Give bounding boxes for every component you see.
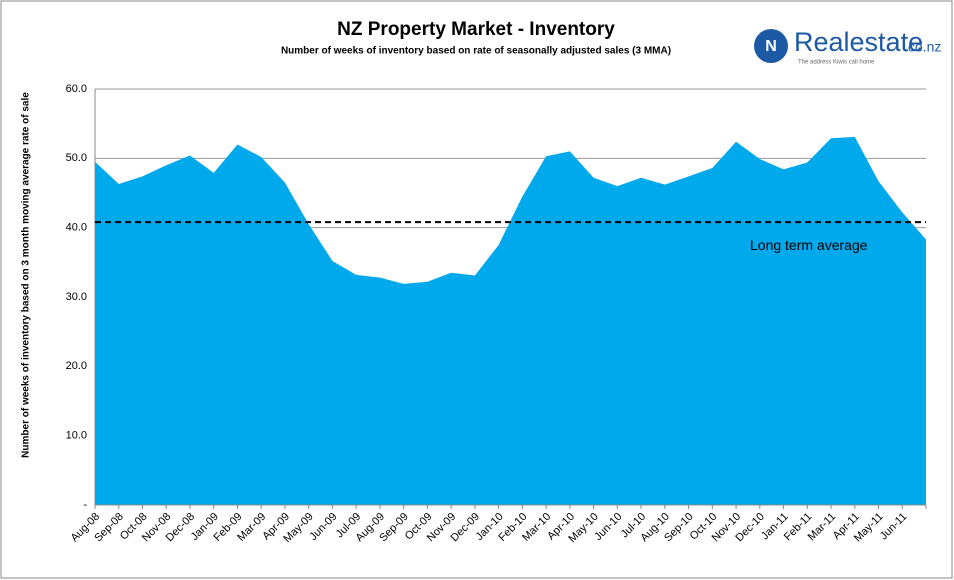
- y-tick-label: -: [83, 499, 87, 511]
- y-tick-label: 60.0: [66, 83, 87, 95]
- y-tick-label: 40.0: [66, 222, 87, 234]
- chart-title: NZ Property Market - Inventory: [337, 19, 615, 40]
- logo-tagline: The address Kiwis call home: [798, 60, 875, 66]
- logo-suffix: .co.nz: [904, 39, 941, 55]
- logo-mark: N: [765, 38, 777, 55]
- y-axis-label: Number of weeks of inventory based on 3 …: [21, 92, 32, 458]
- logo: N Realestate .co.nz The address Kiwis ca…: [754, 27, 941, 66]
- y-tick-label: 30.0: [66, 291, 87, 303]
- y-tick-label: 50.0: [66, 152, 87, 164]
- area: [95, 136, 926, 505]
- y-tick-label: 10.0: [66, 430, 87, 442]
- y-tick-label: 20.0: [66, 360, 87, 372]
- chart-subtitle: Number of weeks of inventory based on ra…: [281, 46, 671, 57]
- logo-icon: [754, 29, 788, 63]
- logo-name: Realestate: [794, 27, 923, 57]
- reference-label: Long term average: [750, 237, 868, 253]
